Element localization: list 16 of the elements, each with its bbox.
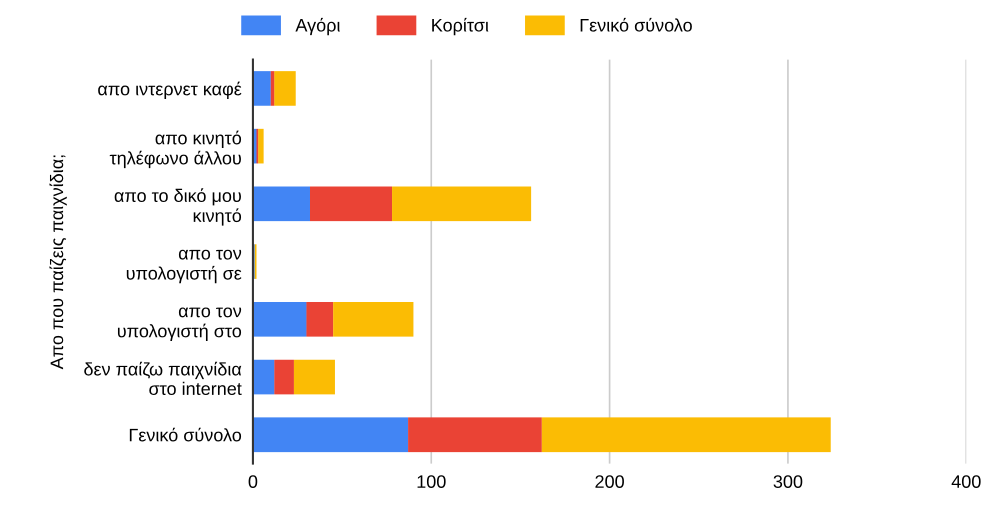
y-tick-label: Γενικό σύνολο [130, 428, 242, 442]
legend-label: Αγόρι [295, 18, 340, 36]
x-tick-label: 400 [952, 475, 981, 488]
y-tick-label: απο το δικό μου κινητό [114, 188, 242, 226]
y-tick-label: απο τον υπολογιστή σε [126, 250, 242, 284]
x-tick-label: 200 [595, 475, 624, 488]
y-tick-label: απο κινητό τηλέφωνο άλλου [110, 130, 242, 168]
x-tick-label: 0 [248, 475, 258, 488]
y-axis-title: Απο που παίζεις παιχνίδια; [49, 155, 67, 370]
legend-label: Γενικό σύνολο [580, 18, 692, 32]
legend-label: Κορίτσι [432, 18, 488, 36]
x-tick-label: 100 [418, 475, 446, 488]
y-tick-label: απο τον υπολογιστή στο [118, 307, 242, 341]
y-tick-label: δεν παίζω παιχνίδια στο internet [84, 362, 242, 396]
x-tick-label: 300 [774, 475, 802, 488]
y-tick-label: απο ιντερνετ καφέ [98, 82, 242, 99]
